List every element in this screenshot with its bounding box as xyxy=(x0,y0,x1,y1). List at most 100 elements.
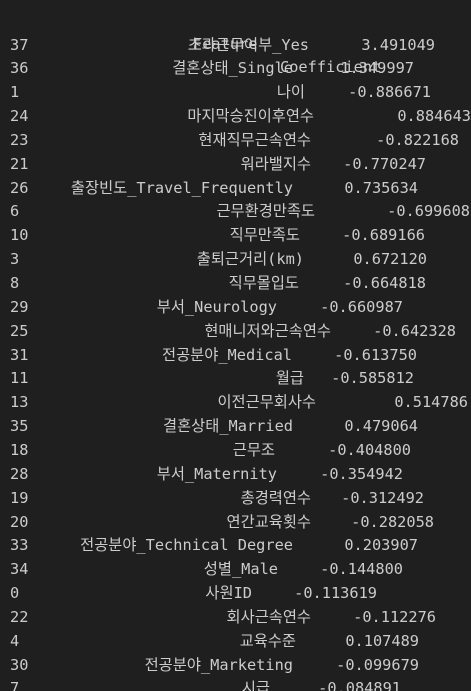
feature-name: 근무환경만족도 xyxy=(216,202,315,221)
table-row: 26 출장빈도_Travel_Frequently 0.735634 xyxy=(0,177,471,201)
table-row: 1 나이 -0.886671 xyxy=(0,81,471,105)
row-index: 34 xyxy=(10,560,29,579)
feature-name: 결혼상태_Single xyxy=(172,59,293,78)
coefficient-value: 0.884643 xyxy=(397,107,471,126)
coefficient-value: -0.660987 xyxy=(320,297,403,316)
row-index: 20 xyxy=(10,512,29,531)
table-row: 20 연간교육횟수 -0.282058 xyxy=(0,511,471,535)
table-row: 23 현재직무근속연수 -0.822168 xyxy=(0,129,471,153)
row-index: 36 xyxy=(10,59,29,78)
row-index: 10 xyxy=(10,226,29,245)
table-row: 33 전공분야_Technical Degree 0.203907 xyxy=(0,534,471,558)
coefficient-value: -0.354942 xyxy=(320,464,403,483)
table-row: 10 직무만족도 -0.689166 xyxy=(0,224,471,248)
row-index: 30 xyxy=(10,655,29,674)
row-index: 18 xyxy=(10,440,29,459)
table-row: 35 결혼상태_Married 0.479064 xyxy=(0,415,471,439)
coefficient-value: -0.112276 xyxy=(353,607,436,626)
table-row: 22 회사근속연수 -0.112276 xyxy=(0,606,471,630)
table-row: 21 워라밸지수 -0.770247 xyxy=(0,153,471,177)
table-row: 25 현매니저와근속연수 -0.642328 xyxy=(0,320,471,344)
row-index: 31 xyxy=(10,345,29,364)
feature-name: 이전근무회사수 xyxy=(217,393,316,412)
table-row: 34 성별_Male -0.144800 xyxy=(0,558,471,582)
row-index: 28 xyxy=(10,464,29,483)
feature-name: 마지막승진이후연수 xyxy=(187,107,314,126)
coefficient-value: -0.312492 xyxy=(341,488,424,507)
coefficient-column-header: Coefficient xyxy=(280,58,382,77)
coefficient-value: -0.613750 xyxy=(334,345,417,364)
feature-name: 성별_Male xyxy=(203,560,278,579)
feature-name: 사원ID xyxy=(205,584,252,603)
row-index: 1 xyxy=(10,83,20,102)
table-row: 19 총경력연수 -0.312492 xyxy=(0,487,471,511)
row-index: 4 xyxy=(10,631,20,650)
feature-name: 현매니저와근속연수 xyxy=(204,321,331,340)
coefficient-value: -0.585812 xyxy=(331,369,414,388)
coefficient-value: 1.349997 xyxy=(340,59,414,78)
feature-column-header: Feature xyxy=(193,34,258,53)
coefficient-value: -0.282058 xyxy=(351,512,434,531)
table-row: 7 시급 -0.084891 xyxy=(0,677,471,691)
row-index: 35 xyxy=(10,417,29,436)
table-row: 6 근무환경만족도 -0.699608 xyxy=(0,200,471,224)
row-index: 0 xyxy=(10,584,20,603)
table-row: 37 초과근무여부_Yes 3.491049 xyxy=(0,34,471,58)
feature-name: 교육수준 xyxy=(239,631,296,650)
table-row: 28 부서_Maternity -0.354942 xyxy=(0,463,471,487)
row-index: 11 xyxy=(10,369,29,388)
feature-name: 출퇴근거리(km) xyxy=(196,250,304,269)
table-row: 11 월급 -0.585812 xyxy=(0,367,471,391)
feature-name: 부서_Neurology xyxy=(156,297,277,316)
feature-name: 직무만족도 xyxy=(229,226,300,245)
coefficient-value: -0.404800 xyxy=(328,440,411,459)
coefficient-value: -0.099679 xyxy=(336,655,419,674)
table-row: 0 사원ID -0.113619 xyxy=(0,582,471,606)
feature-name: 근무조 xyxy=(232,440,275,459)
coefficient-value: -0.113619 xyxy=(294,584,377,603)
feature-name: 회사근속연수 xyxy=(226,607,311,626)
feature-name: 총경력연수 xyxy=(240,488,311,507)
row-index: 23 xyxy=(10,130,29,149)
feature-name: 전공분야_Medical xyxy=(162,345,292,364)
table-row: 30 전공분야_Marketing -0.099679 xyxy=(0,654,471,678)
coefficient-value: -0.144800 xyxy=(320,560,403,579)
row-index: 19 xyxy=(10,488,29,507)
table-row: 4 교육수준 0.107489 xyxy=(0,630,471,654)
table-row: 29 부서_Neurology -0.660987 xyxy=(0,296,471,320)
row-index: 25 xyxy=(10,321,29,340)
row-index: 13 xyxy=(10,393,29,412)
row-index: 21 xyxy=(10,154,29,173)
feature-name: 월급 xyxy=(275,369,304,388)
row-index: 3 xyxy=(10,250,20,269)
coefficient-value: 0.735634 xyxy=(344,178,418,197)
feature-name: 시급 xyxy=(241,679,270,691)
coefficient-value: -0.699608 xyxy=(387,202,470,221)
table-row: 13 이전근무회사수 0.514786 xyxy=(0,391,471,415)
coefficient-value: -0.642328 xyxy=(373,321,456,340)
coefficient-value: -0.664818 xyxy=(343,274,426,292)
row-index: 26 xyxy=(10,178,29,197)
coefficient-value: 0.107489 xyxy=(345,631,419,650)
table-header: Feature Coefficient xyxy=(0,9,471,77)
coefficient-value: -0.822168 xyxy=(376,130,459,149)
row-index: 6 xyxy=(10,202,20,221)
feature-name: 결혼상태_Married xyxy=(163,417,293,436)
feature-name: 워라밸지수 xyxy=(240,154,311,173)
table-row: 36 결혼상태_Single 1.349997 xyxy=(0,57,471,81)
row-index: 37 xyxy=(10,35,29,54)
coefficient-value: 0.203907 xyxy=(344,536,418,555)
coefficient-value: 0.514786 xyxy=(394,393,468,412)
table-row: 3 출퇴근거리(km) 0.672120 xyxy=(0,248,471,272)
row-index: 8 xyxy=(10,274,20,292)
coefficient-value: -0.886671 xyxy=(348,83,431,102)
coefficient-value: -0.689166 xyxy=(342,226,425,245)
row-index: 29 xyxy=(10,297,29,316)
table-row: 24 마지막승진이후연수 0.884643 xyxy=(0,105,471,129)
row-index: 22 xyxy=(10,607,29,626)
feature-name: 초과근무여부_Yes xyxy=(187,35,309,54)
feature-name: 연간교육횟수 xyxy=(226,512,311,531)
coefficient-value: 0.479064 xyxy=(344,417,418,436)
table-row: 8 직무몰입도 -0.664818 xyxy=(0,272,471,296)
